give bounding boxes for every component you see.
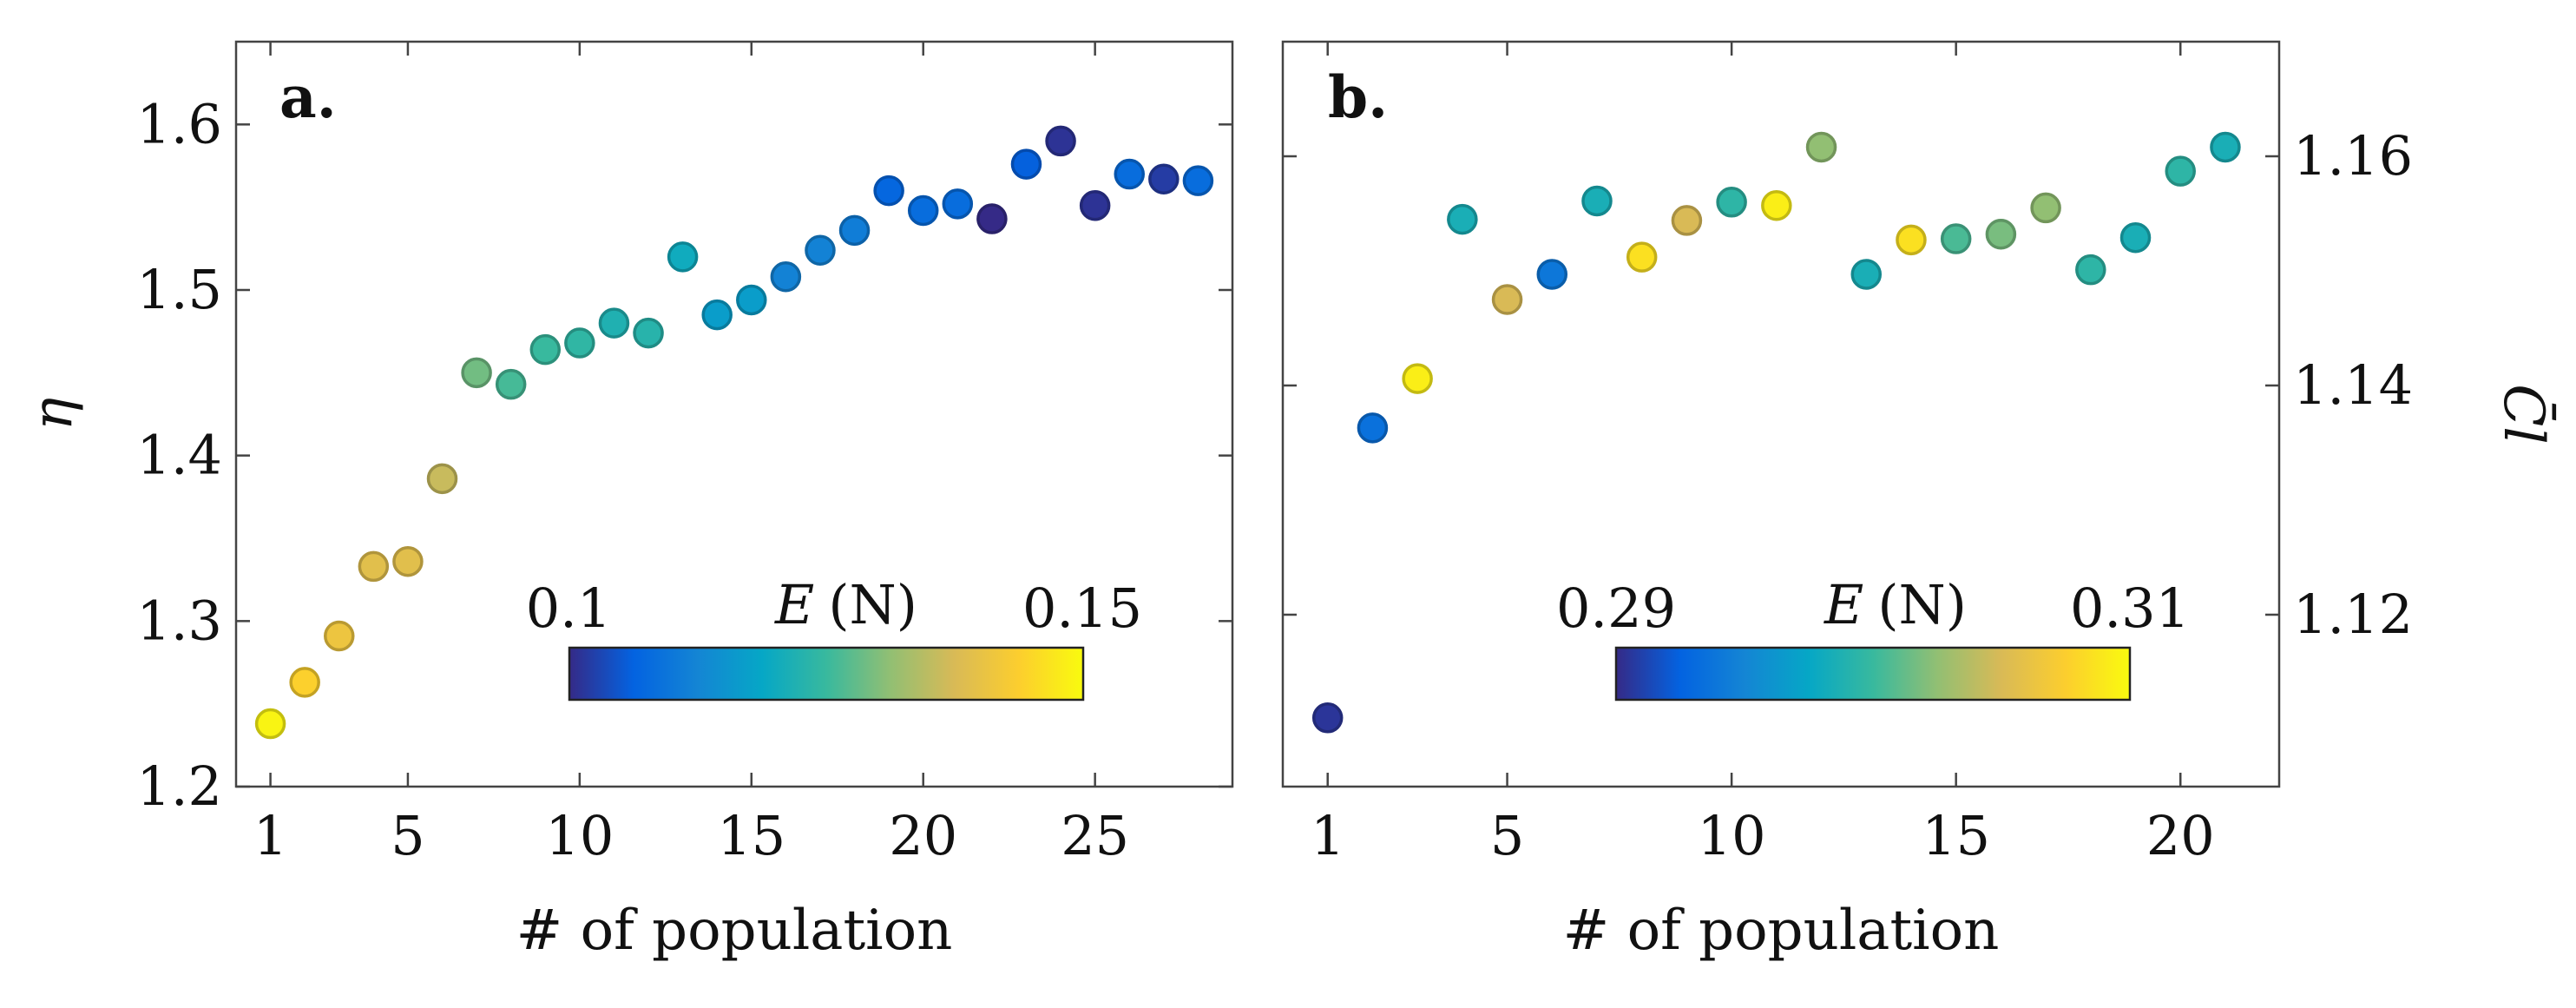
panel-b-tag: b. xyxy=(1328,63,1388,131)
panel-a-point xyxy=(976,203,1008,234)
panel-b: 1 5 10 15 201.121.141.16 b. # of population … xyxy=(1281,40,2557,963)
panel-b-colorbar-var: E xyxy=(1824,573,1863,636)
panel-a-ytick-label: 1.3 xyxy=(136,589,222,652)
panel-b-point xyxy=(1357,412,1389,444)
panel-a-ylabel: η xyxy=(21,398,85,431)
panel-a-point xyxy=(907,194,939,227)
panel-a-colorbar-max: 0.15 xyxy=(1022,576,1142,640)
panel-b-point xyxy=(1805,131,1837,163)
panel-a-ytick-label: 1.6 xyxy=(136,92,222,155)
panel-a-colorbar-label: E (N) xyxy=(774,573,917,636)
panel-a-frame xyxy=(234,40,1234,788)
panel-a-point xyxy=(736,284,767,316)
panel-a-point xyxy=(529,333,562,366)
panel-a-colorbar-min: 0.1 xyxy=(526,576,612,640)
panel-b-ylabel: C̄l xyxy=(2491,384,2557,444)
panel-b-frame xyxy=(1281,40,2281,788)
panel-a-point xyxy=(1114,158,1145,190)
panel-a-point xyxy=(461,357,492,389)
panel-b-xtick-label: 15 xyxy=(1922,804,1990,867)
panel-a-point xyxy=(942,188,974,220)
panel-b-point xyxy=(1850,259,1883,290)
panel-a-ytick-label: 1.5 xyxy=(136,258,222,321)
panel-a-point xyxy=(1148,163,1180,195)
panel-a-point xyxy=(324,620,355,652)
panel-b-point xyxy=(1940,223,1972,254)
panel-b-point xyxy=(2165,155,2196,187)
panel-b-ytick-label: 1.16 xyxy=(2293,124,2413,188)
panel-b-point xyxy=(1491,284,1523,315)
panel-a-xtick-label: 20 xyxy=(889,804,957,867)
panel-b-point xyxy=(1311,702,1344,734)
panel-a-ytick-label: 1.2 xyxy=(136,754,222,818)
panel-a-point xyxy=(805,234,836,266)
panel-b-point xyxy=(1626,241,1658,273)
panel-b-point xyxy=(2030,192,2061,224)
panel-b-point xyxy=(2075,254,2106,286)
panel-a-point xyxy=(1010,148,1042,180)
panel-b-ticks: 1 5 10 15 201.121.141.16 xyxy=(1283,42,2413,867)
panel-b-point xyxy=(2119,221,2152,254)
panel-b-colorbar-max: 0.31 xyxy=(2070,576,2190,640)
panel-b-colorbar-unit: (N) xyxy=(1877,573,1967,636)
panel-a-ticks: 1 5 10 15 20 251.21.31.41.51.6 xyxy=(136,42,1232,867)
panel-a-colorbar: 0.1 0.15 E (N) xyxy=(526,573,1142,702)
panel-a-point xyxy=(289,667,320,698)
panel-b-xlabel: # of population xyxy=(1563,899,2000,963)
panel-b-colorbar-min: 0.29 xyxy=(1556,576,1676,640)
panel-a-point xyxy=(1079,190,1111,221)
panel-a-colorbar-gradient xyxy=(568,646,1085,702)
panel-a-point xyxy=(1045,125,1076,157)
panel-b-xtick-label: 1 xyxy=(1311,804,1344,867)
panel-a-point xyxy=(392,545,424,577)
panel-b-point xyxy=(2210,131,2241,163)
panel-b-colorbar: 0.29 0.31 E (N) xyxy=(1556,573,2190,702)
panel-a-xtick-label: 1 xyxy=(253,804,287,867)
panel-b-point xyxy=(1671,205,1703,236)
panel-a-point xyxy=(633,317,664,349)
panel-a-xtick-label: 25 xyxy=(1061,804,1129,867)
panel-a-tag: a. xyxy=(279,63,337,131)
panel-a-point xyxy=(598,307,630,339)
panel-b-points xyxy=(1311,131,2241,734)
panel-a-point xyxy=(701,299,733,331)
panel-b-point xyxy=(1761,190,1792,221)
panel-a-point xyxy=(254,708,286,740)
panel-a-point xyxy=(1182,165,1214,196)
panel-a-point xyxy=(667,241,699,273)
panel-a-xtick-label: 5 xyxy=(391,804,424,867)
panel-a-point xyxy=(838,214,871,247)
panel-a-xtick-label: 10 xyxy=(545,804,614,867)
panel-a-colorbar-unit: (N) xyxy=(828,573,917,636)
panel-a-point xyxy=(564,327,595,359)
panel-b-point xyxy=(1581,185,1613,217)
panel-b-colorbar-gradient xyxy=(1614,646,2132,702)
panel-a-point xyxy=(426,463,458,495)
panel-a-point xyxy=(495,368,527,400)
panel-a-xlabel: # of population xyxy=(516,899,953,963)
panel-b-xtick-label: 20 xyxy=(2146,804,2215,867)
panel-a-xtick-label: 15 xyxy=(717,804,785,867)
panel-b-ytick-label: 1.12 xyxy=(2293,583,2413,646)
panel-a-ytick-label: 1.4 xyxy=(136,424,222,487)
panel-b-xtick-label: 10 xyxy=(1698,804,1766,867)
panel-b-xtick-label: 5 xyxy=(1490,804,1524,867)
panel-b-point xyxy=(1716,187,1747,218)
panel-b-colorbar-label: E (N) xyxy=(1824,573,1967,636)
panel-b-point xyxy=(1536,259,1568,290)
panel-a-point xyxy=(873,175,904,207)
panel-b-point xyxy=(1402,363,1433,394)
panel-b-point xyxy=(1985,219,2017,250)
panel-a-colorbar-var: E xyxy=(774,573,814,636)
panel-b-point xyxy=(1896,224,1927,256)
panel-a: 1 5 10 15 20 251.21.31.41.51.6 a. # of popula… xyxy=(21,40,1234,963)
panel-a-point xyxy=(770,260,802,293)
panel-a-points xyxy=(254,125,1214,740)
panel-b-point xyxy=(1447,203,1478,235)
panel-a-point xyxy=(358,550,390,583)
panel-b-ytick-label: 1.14 xyxy=(2293,353,2413,417)
